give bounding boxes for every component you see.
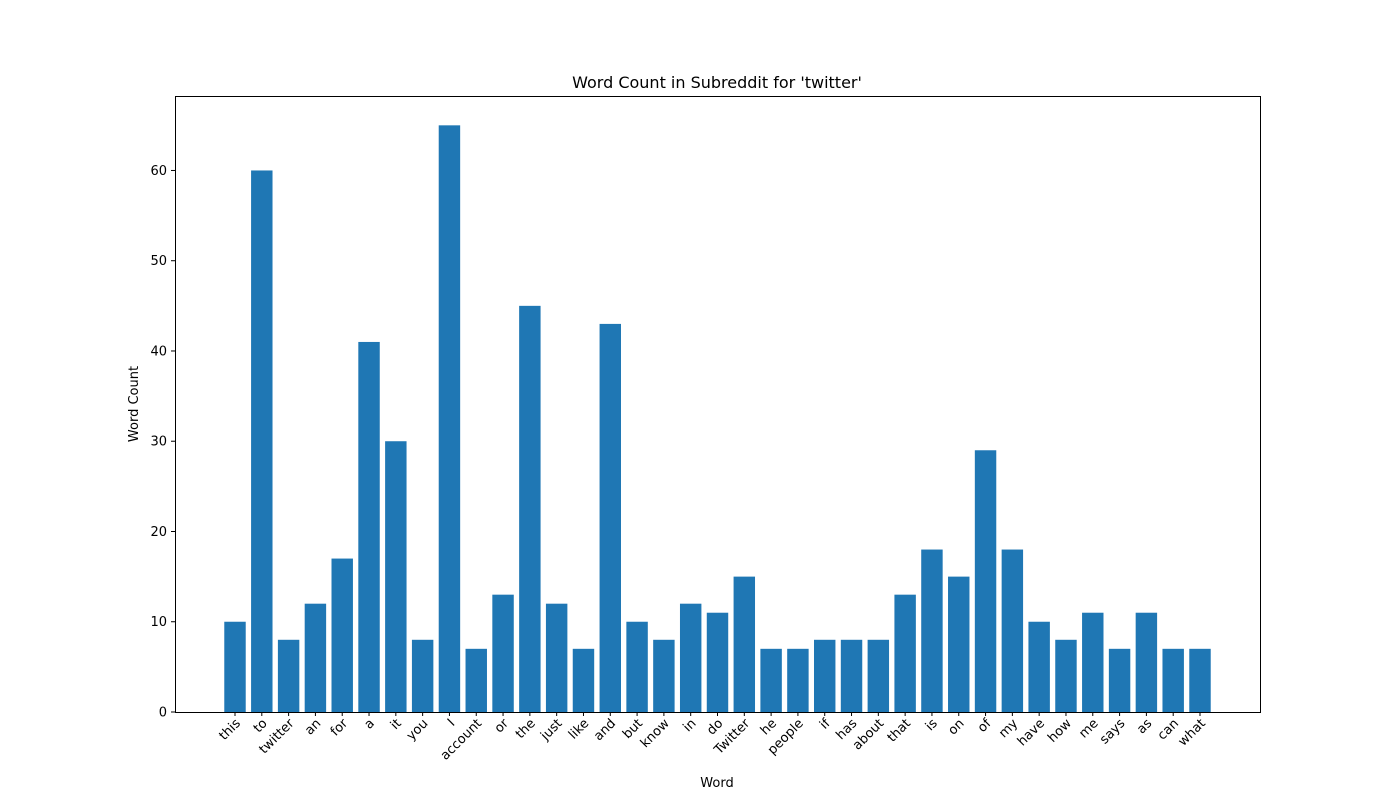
bar-just xyxy=(545,603,568,712)
bar-me xyxy=(1082,612,1104,712)
bar-what xyxy=(1189,648,1211,712)
bar-of xyxy=(974,450,997,712)
x-tick-label: this xyxy=(216,716,244,744)
bar-i xyxy=(438,125,461,712)
x-tick-label: it xyxy=(388,716,405,733)
bar-he xyxy=(760,648,782,712)
y-axis-label: Word Count xyxy=(127,366,142,442)
x-tick-label: to xyxy=(251,716,271,736)
bar-but xyxy=(626,621,648,712)
bar-account xyxy=(465,648,487,712)
bar-do xyxy=(706,612,729,712)
bar-as xyxy=(1135,612,1158,712)
bar-about xyxy=(867,639,890,712)
x-tick-label: or xyxy=(492,716,512,736)
x-tick-label: is xyxy=(923,716,941,734)
bar-how xyxy=(1055,639,1077,712)
x-tick-label: that xyxy=(885,716,914,745)
y-tick-label: 0 xyxy=(159,706,167,721)
x-tick-label: for xyxy=(328,716,352,740)
x-axis-label: Word xyxy=(700,776,733,791)
x-tick-label: says xyxy=(1097,716,1128,747)
bar-people xyxy=(787,648,809,712)
bar-on xyxy=(948,576,970,712)
bar-if xyxy=(814,639,836,712)
y-axis: 0 10 20 30 40 50 60 xyxy=(150,164,175,721)
y-tick-label: 30 xyxy=(150,435,167,450)
bar-that xyxy=(894,594,916,712)
x-tick-label: what xyxy=(1176,716,1209,749)
bar-my xyxy=(1001,549,1024,712)
bar-and xyxy=(599,323,621,712)
x-tick-label: just xyxy=(537,716,565,744)
x-tick-label: account xyxy=(438,716,485,763)
bar-is xyxy=(921,549,943,712)
x-tick-label: if xyxy=(817,716,834,733)
y-tick-label: 20 xyxy=(150,525,167,540)
x-tick-label: I xyxy=(445,716,458,729)
x-tick-label: the xyxy=(513,716,539,742)
bar-to xyxy=(251,170,273,712)
bar-this xyxy=(224,621,246,712)
y-tick-label: 10 xyxy=(150,615,167,630)
bar-for xyxy=(331,558,353,712)
bar-or xyxy=(492,594,514,712)
x-tick-label: how xyxy=(1045,716,1075,746)
bar-can xyxy=(1162,648,1184,712)
x-tick-label: know xyxy=(638,716,673,751)
x-tick-label: like xyxy=(566,716,592,742)
x-tick-label: and xyxy=(591,716,619,744)
x-tick-label: about xyxy=(850,716,887,753)
x-tick-label: you xyxy=(404,716,431,743)
x-tick-label: a xyxy=(362,716,378,732)
bar-it xyxy=(385,441,407,712)
bar-know xyxy=(653,639,675,712)
chart-title: Word Count in Subreddit for 'twitter' xyxy=(572,73,862,92)
x-tick-label: as xyxy=(1134,716,1155,737)
y-tick-label: 40 xyxy=(150,344,167,359)
bar-like xyxy=(572,648,595,712)
bars-group xyxy=(224,125,1211,712)
x-tick-label: have xyxy=(1015,716,1048,749)
x-tick-label: of xyxy=(975,716,995,736)
bar-in xyxy=(679,603,702,712)
y-tick-label: 50 xyxy=(150,254,167,269)
x-tick-label: on xyxy=(946,716,968,738)
bar-an xyxy=(304,603,327,712)
bar-has xyxy=(840,639,863,712)
bar-says xyxy=(1108,648,1131,712)
bar-twitter xyxy=(277,639,300,712)
y-tick-label: 60 xyxy=(150,164,167,179)
x-tick-label: in xyxy=(681,716,700,735)
bar-twitter xyxy=(733,576,756,712)
bar-the xyxy=(519,305,541,712)
x-tick-label: an xyxy=(302,716,324,738)
bar-a xyxy=(358,341,380,712)
bar-you xyxy=(411,639,434,712)
bar-have xyxy=(1028,621,1050,712)
